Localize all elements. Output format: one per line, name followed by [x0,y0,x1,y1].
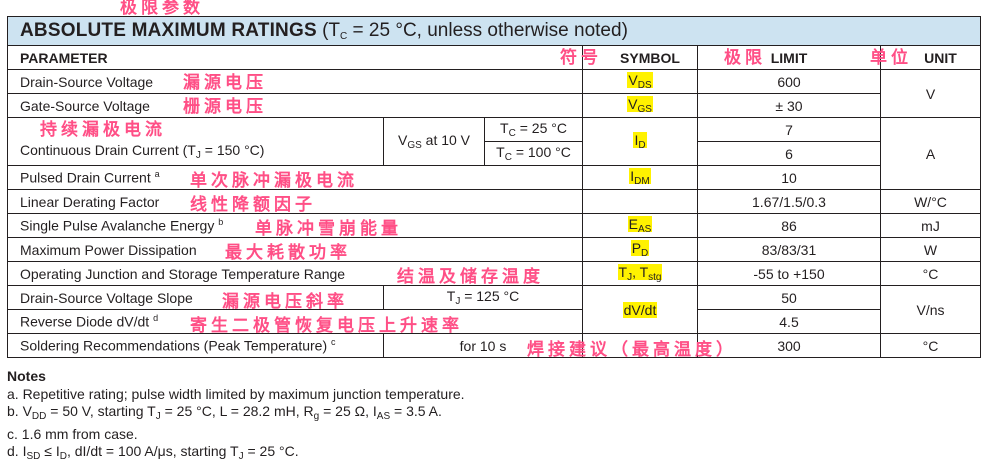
param: Linear Derating Factor [7,189,583,214]
condition: TJ = 125 °C [383,285,583,310]
symbol [582,333,698,358]
param: Gate-Source Voltage [7,93,583,118]
unit: A [880,117,981,190]
limit: 7 [697,117,881,142]
symbol [582,189,698,214]
limit: 600 [697,69,881,94]
unit: V/ns [880,285,981,334]
absolute-maximum-ratings-table: ABSOLUTE MAXIMUM RATINGS (TC = 25 °C, un… [7,16,981,358]
limit: 4.5 [697,309,881,334]
note-a: a. Repetitive rating; pulse width limite… [7,385,465,402]
condition: for 10 s [383,333,583,358]
symbol: TJ, Tstg [582,261,698,286]
column-header-row: PARAMETER SYMBOL LIMIT UNIT [7,45,981,70]
limit: ± 30 [697,93,881,118]
annotation-rdvdt: 寄生二极管恢复电压上升速率 [190,316,463,336]
unit: V [880,69,981,118]
param: Reverse Diode dV/dt d [7,309,583,334]
param: Maximum Power Dissipation [7,237,583,262]
unit: °C [880,333,981,358]
note-d: d. ISD ≤ ID, dI/dt = 100 A/μs, starting … [7,443,299,462]
param: Drain-Source Voltage Slope [7,285,384,310]
annotation-id: 持续漏极电流 [40,120,166,140]
header-parameter: PARAMETER [7,45,583,70]
unit: °C [880,261,981,286]
symbol: VGS [582,93,698,118]
symbol: IDM [582,165,698,190]
symbol: PD [582,237,698,262]
annotation-dvdt: 漏源电压斜率 [222,292,348,312]
unit: W/°C [880,189,981,214]
table-row: Operating Junction and Storage Temperatu… [7,261,981,286]
annotation-vgs: 栅源电压 [183,97,267,117]
notes-heading: Notes [7,368,46,384]
note-b: b. VDD = 50 V, starting TJ = 25 °C, L = … [7,403,442,422]
table-row: TC = 100 °C 6 [8,141,981,166]
annotation-limit: 极限 [724,48,766,68]
annotation-title: 极限参数 [120,0,204,18]
table-row: Maximum Power Dissipation PD 83/83/31 W [7,237,981,262]
limit: 86 [697,213,881,238]
symbol: ID [582,117,698,166]
symbol: VDS [582,69,698,94]
param: Pulsed Drain Current a [7,165,583,190]
table-row: Soldering Recommendations (Peak Temperat… [7,333,981,358]
table-row: Single Pulse Avalanche Energy b EAS 86 m… [7,213,981,238]
unit: mJ [880,213,981,238]
param: Soldering Recommendations (Peak Temperat… [7,333,384,358]
annotation-ldf: 线性降额因子 [190,195,316,215]
table-row: Linear Derating Factor 1.67/1.5/0.3 W/°C [7,189,981,214]
limit: -55 to +150 [697,261,881,286]
annotation-eas: 单脉冲雪崩能量 [255,219,402,239]
limit: 6 [697,141,881,166]
table-row: Reverse Diode dV/dt d 4.5 [7,309,981,334]
annotation-pd: 最大耗散功率 [225,243,351,263]
annotation-vds: 漏源电压 [183,73,267,93]
param: Single Pulse Avalanche Energy b [7,213,583,238]
limit: 300 [697,333,881,358]
table-row: Gate-Source Voltage VGS ± 30 [7,93,981,118]
table-title-row: ABSOLUTE MAXIMUM RATINGS (TC = 25 °C, un… [7,16,981,46]
header-limit: LIMIT [697,45,881,70]
symbol: EAS [582,213,698,238]
limit: 50 [697,285,881,310]
table-row: Drain-Source Voltage Slope TJ = 125 °C d… [7,285,981,334]
table-title: ABSOLUTE MAXIMUM RATINGS (TC = 25 °C, un… [7,16,981,46]
unit: W [880,237,981,262]
annotation-unit: 单位 [870,48,912,68]
condition-tc: TC = 100 °C [484,141,583,166]
annotation-tj: 结温及储存温度 [397,267,544,287]
annotation-symbol: 符号 [560,48,602,68]
condition: VGS at 10 V [383,117,485,166]
limit: 10 [697,165,881,190]
param: Drain-Source Voltage [7,69,583,94]
table-row: Continuous Drain Current (TJ = 150 °C) V… [7,117,981,190]
annotation-idm: 单次脉冲漏极电流 [190,171,358,191]
note-c: c. 1.6 mm from case. [7,425,138,442]
table-row: Pulsed Drain Current a IDM 10 [7,165,981,190]
annotation-solder: 焊接建议（最高温度） [527,340,737,360]
param: Continuous Drain Current (TJ = 150 °C) [7,117,384,166]
symbol: dV/dt [582,285,698,334]
limit: 83/83/31 [697,237,881,262]
notes: Notes a. Repetitive rating; pulse width … [7,368,465,466]
table-row: Drain-Source Voltage VDS 600 V [7,69,981,118]
header-symbol: SYMBOL [582,45,698,70]
condition-tc: TC = 25 °C [484,117,583,142]
limit: 1.67/1.5/0.3 [697,189,881,214]
